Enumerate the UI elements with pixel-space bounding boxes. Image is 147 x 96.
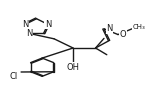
Text: N: N	[22, 20, 28, 29]
Text: N: N	[26, 29, 33, 38]
Text: N: N	[45, 20, 51, 29]
Text: N: N	[106, 24, 112, 33]
Text: OH: OH	[67, 63, 80, 72]
Text: CH₃: CH₃	[133, 24, 146, 30]
Text: Cl: Cl	[10, 72, 18, 81]
Text: O: O	[120, 30, 126, 39]
